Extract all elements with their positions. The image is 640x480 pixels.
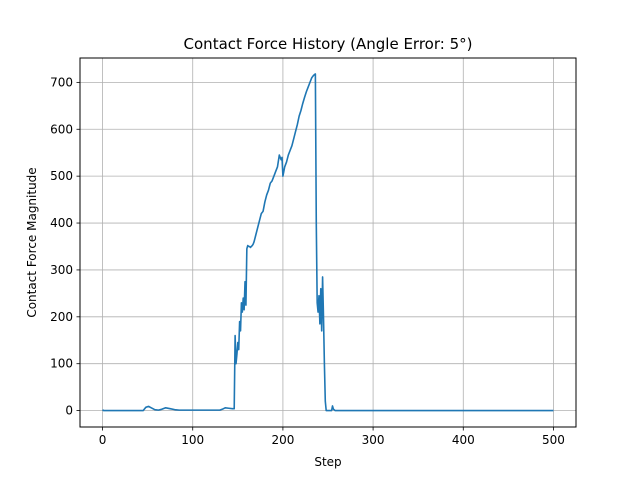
series-line [101,73,554,412]
y-tick-label: 400 [50,216,73,230]
y-tick-label: 600 [50,122,73,136]
x-tick-label: 100 [181,433,204,447]
x-tick-label: 400 [452,433,475,447]
x-axis-ticks: 0 100 200 300 400 500 [99,427,565,447]
x-tick-label: 300 [362,433,385,447]
y-tick-label: 200 [50,310,73,324]
y-tick-label: 500 [50,169,73,183]
y-axis-ticks: 0 100 200 300 400 500 600 700 [50,75,80,418]
x-tick-label: 200 [271,433,294,447]
plot-frame [79,57,577,428]
y-tick-label: 100 [50,357,73,371]
grid-lines [80,58,576,427]
y-axis-label: Contact Force Magnitude [25,167,39,317]
chart-title: Contact Force History (Angle Error: 5°) [184,35,473,53]
y-tick-label: 0 [65,404,73,418]
series-layer [101,73,554,412]
x-tick-label: 0 [99,433,107,447]
x-tick-label: 500 [542,433,565,447]
y-tick-label: 300 [50,263,73,277]
x-axis-label: Step [314,455,341,469]
y-tick-label: 700 [50,75,73,89]
